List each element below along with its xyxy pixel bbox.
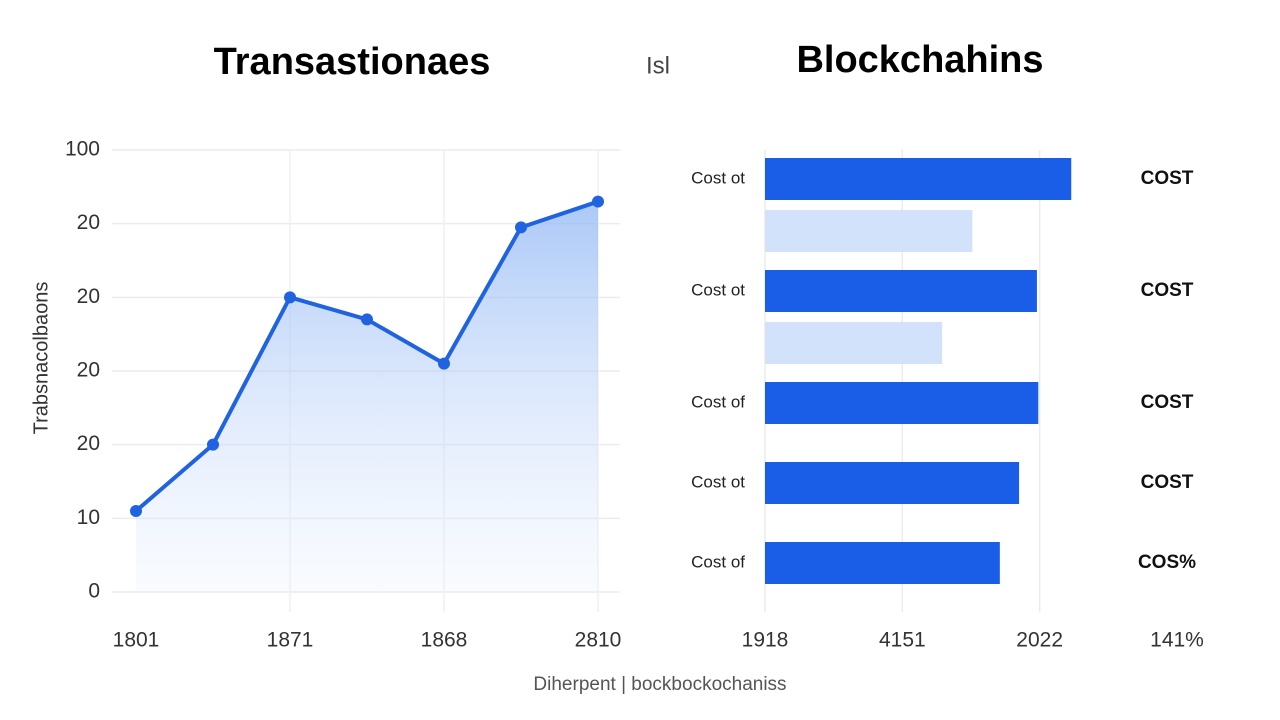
category-label: Cost ot <box>691 472 745 491</box>
line-title: Transastionaes <box>214 41 491 83</box>
category-label: Cost ot <box>691 168 745 187</box>
point <box>515 221 527 234</box>
y-tick-label: 20 <box>77 211 100 234</box>
y-axis-label: Trabsnacolbaons <box>30 282 52 435</box>
point <box>207 438 219 451</box>
category-label: Cost of <box>691 392 745 411</box>
row-label: COST <box>1141 472 1194 493</box>
x-tick-label: 2022 <box>1016 629 1063 652</box>
bar <box>765 270 1037 312</box>
point <box>130 504 142 517</box>
y-tick-label: 100 <box>65 138 100 161</box>
header-text: Isl <box>646 52 670 79</box>
x-tick-label: 4151 <box>879 629 926 652</box>
bar <box>765 462 1020 504</box>
row-label: COST <box>1141 392 1194 413</box>
x-tick-label: 1871 <box>267 629 314 652</box>
y-tick-label: 20 <box>77 359 100 382</box>
x-tick-label: 1801 <box>113 629 160 652</box>
bar <box>765 210 973 252</box>
bar <box>765 158 1072 200</box>
y-tick-label: 10 <box>77 506 100 529</box>
x-tick-label: 1918 <box>742 629 789 652</box>
bar <box>765 322 943 364</box>
y-tick-label: 20 <box>77 285 100 308</box>
category-label: Cost of <box>691 552 745 571</box>
row-label: COS% <box>1138 552 1196 573</box>
x-tick-label: 1868 <box>421 629 468 652</box>
x-tick-label: 141% <box>1150 629 1204 652</box>
bar <box>765 542 1000 584</box>
point <box>438 357 450 370</box>
bar <box>765 382 1039 424</box>
point <box>592 195 604 208</box>
y-tick-label: 20 <box>77 432 100 455</box>
bar-title: Blockchahins <box>796 39 1043 81</box>
point <box>284 291 296 304</box>
row-label: COST <box>1141 280 1194 301</box>
footer: Diherpent | bockbockochaniss <box>533 674 786 695</box>
row-label: COST <box>1141 168 1194 189</box>
y-tick-label: 0 <box>88 580 100 603</box>
category-label: Cost ot <box>691 280 745 299</box>
x-tick-label: 2810 <box>575 629 622 652</box>
point <box>361 313 373 326</box>
